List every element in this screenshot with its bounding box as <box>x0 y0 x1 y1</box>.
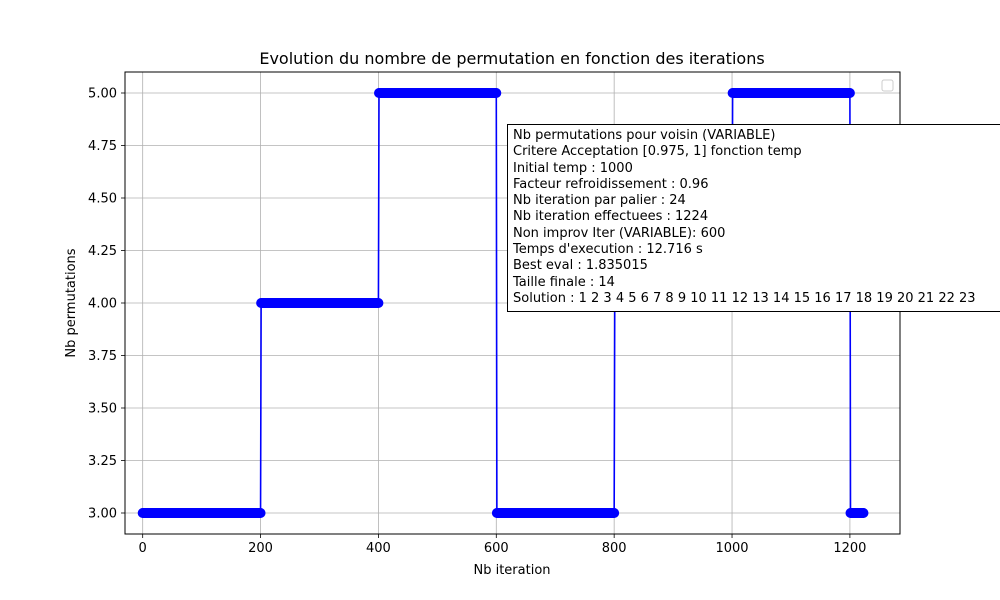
chart-title: Evolution du nombre de permutation en fo… <box>259 49 764 68</box>
annotation-line: Taille finale : 14 <box>513 274 615 290</box>
x-tick-label: 800 <box>602 541 627 556</box>
y-tick-label: 4.25 <box>88 244 117 259</box>
data-point <box>491 88 502 98</box>
y-tick-label: 5.00 <box>88 87 117 102</box>
x-tick-label: 1000 <box>715 541 748 556</box>
data-point <box>609 508 620 518</box>
annotation-line: Solution : 1 2 3 4 5 6 7 8 9 10 11 12 13… <box>513 290 976 306</box>
y-tick-label: 3.00 <box>88 507 117 522</box>
annotation-line: Nb permutations pour voisin (VARIABLE) <box>513 128 776 143</box>
data-point <box>255 508 266 518</box>
x-axis-label: Nb iteration <box>473 563 550 578</box>
data-point <box>844 88 855 98</box>
x-tick-label: 1200 <box>833 541 866 556</box>
annotation-line: Non improv Iter (VARIABLE): 600 <box>513 225 726 241</box>
annotation-line: Nb iteration par palier : 24 <box>513 193 686 209</box>
data-point <box>858 508 869 518</box>
axis-ticks: 0 200 400 600 800 1000 1200 3.00 3.25 3.50 3.75 4.0… <box>88 87 866 557</box>
y-tick-label: 4.00 <box>88 297 117 312</box>
x-tick-label: 600 <box>484 541 509 556</box>
y-tick-label: 4.50 <box>88 192 117 207</box>
y-tick-label: 3.75 <box>88 349 117 364</box>
y-tick-label: 3.50 <box>88 402 117 417</box>
x-tick-label: 0 <box>139 541 147 556</box>
annotation-line: Initial temp : 1000 <box>513 160 633 176</box>
annotation-line: Temps d'execution : 12.716 s <box>513 242 703 258</box>
x-tick-label: 200 <box>248 541 273 556</box>
data-point <box>373 298 384 308</box>
x-tick-label: 400 <box>366 541 391 556</box>
y-tick-label: 3.25 <box>88 454 117 469</box>
legend-box <box>881 79 894 92</box>
annotation-line: Best eval : 1.835015 <box>513 258 648 274</box>
annotation-line: Critere Acceptation [0.975, 1] fonction … <box>513 144 802 160</box>
annotation-line: Nb iteration effectuees : 1224 <box>513 209 709 225</box>
y-axis-label: Nb permutations <box>64 248 79 357</box>
y-tick-label: 4.75 <box>88 139 117 154</box>
annotation-line: Facteur refroidissement : 0.96 <box>513 176 709 192</box>
annotation-box: Nb permutations pour voisin (VARIABLE) Cr… <box>507 124 1000 312</box>
